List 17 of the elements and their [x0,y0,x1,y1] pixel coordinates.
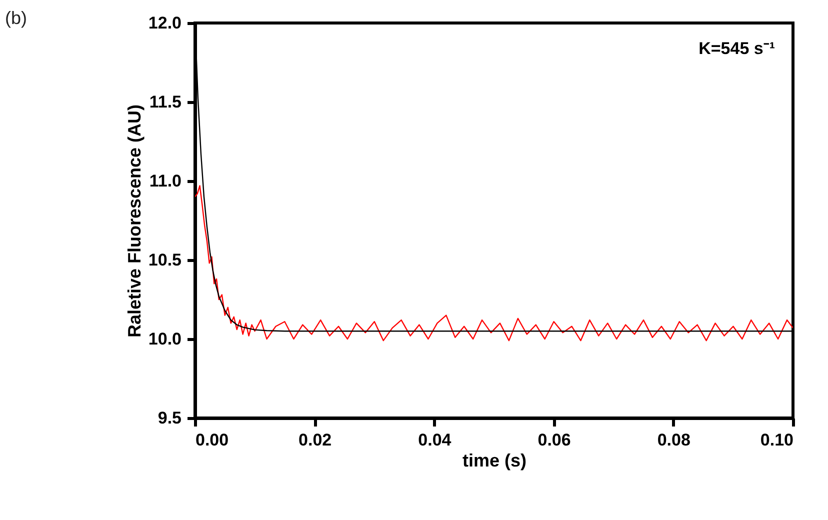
annotation: K=545 s⁻¹ [698,39,776,58]
x-tick-label: 0.04 [418,430,452,450]
y-tick-label: 10.0 [148,330,182,348]
x-tick-label: 0.00 [196,430,229,450]
x-axis-title: time (s) [462,450,527,470]
y-tick-label: 12.0 [148,14,182,32]
y-tick-label: 11.0 [149,172,182,190]
line-series [195,185,793,342]
y-tick-label: 9.5 [158,408,182,428]
y-tick-label: 10.5 [148,250,182,270]
y-axis-title: Raletive Fluorescence (AU) [124,104,144,338]
text: (b) [5,8,27,28]
x-tick-label: 0.10 [760,430,794,450]
x-tick-label: 0.08 [657,430,690,450]
y-tick-label: 11.5 [149,92,182,112]
x-tick-label: 0.02 [298,430,332,450]
x-tick-label: 0.06 [538,430,571,450]
